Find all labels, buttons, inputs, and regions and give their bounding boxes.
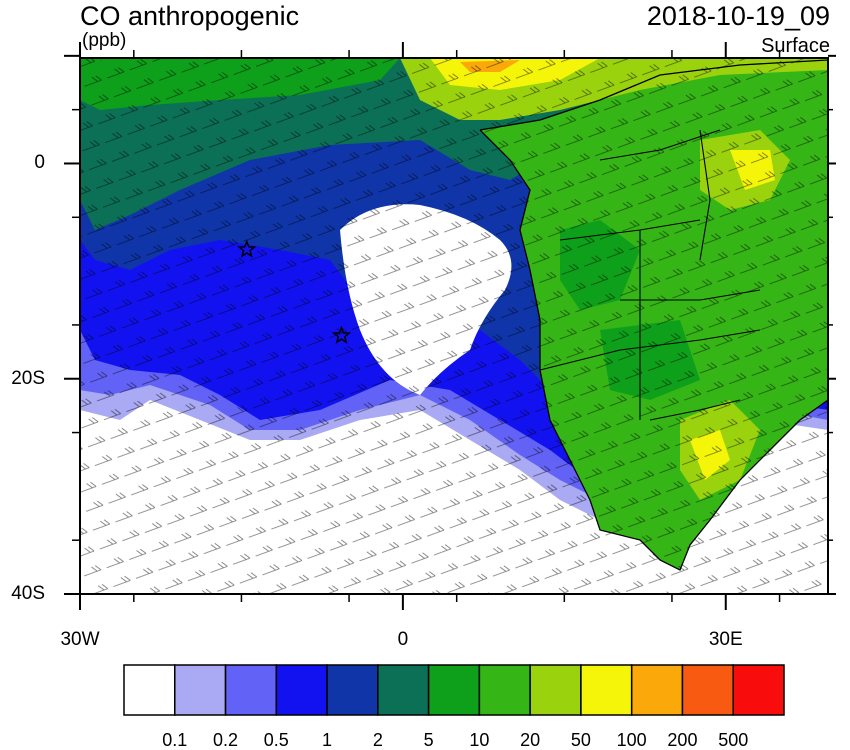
colorbar-label: 0.1 <box>162 730 188 750</box>
colorbar <box>123 664 785 716</box>
colorbar-swatch <box>529 664 582 716</box>
colorbar-swatch <box>224 664 278 716</box>
colorbar-swatch <box>580 664 633 716</box>
colorbar-label: 50 <box>570 730 591 750</box>
colorbar-swatch <box>478 664 531 716</box>
colorbar-label: 0.5 <box>263 730 289 750</box>
map-frame <box>79 57 829 595</box>
units-label: (ppb) <box>82 30 127 51</box>
colorbar-label: 200 <box>667 730 698 750</box>
colorbar-swatch <box>630 664 684 716</box>
lon-label: 0 <box>397 629 409 650</box>
map-field <box>80 58 828 594</box>
country-borders <box>539 129 761 421</box>
colorbar-label: 5 <box>423 730 434 750</box>
wind-barbs <box>80 58 828 594</box>
colorbar-label: 0.2 <box>213 730 239 750</box>
star-site-2 <box>331 325 352 344</box>
lon-label: 30W <box>60 629 100 650</box>
site-markers <box>237 239 352 344</box>
colorbar-swatch <box>326 664 379 716</box>
colorbar-label: 2 <box>372 730 383 750</box>
colorbar-swatch <box>681 664 734 716</box>
colorbar-label: 10 <box>469 730 490 750</box>
lat-label: 20S <box>11 367 45 389</box>
colorbar-swatch <box>123 664 176 716</box>
star-site-1 <box>237 239 257 258</box>
colorbar-label: 100 <box>616 730 647 750</box>
colorbar-label: 1 <box>322 730 333 750</box>
datetime-label: 2018-10-19_09 <box>646 1 830 31</box>
axis-ticks <box>64 42 836 610</box>
colorbar-swatch <box>732 664 785 716</box>
colorbar-label: 500 <box>718 730 749 750</box>
colorbar-swatch <box>427 664 481 716</box>
map-title: CO anthropogenic <box>80 1 300 31</box>
colorbar-swatch <box>275 664 328 716</box>
colorbar-swatch <box>174 664 227 716</box>
colorbar-label: 20 <box>520 730 541 750</box>
lat-label: 40S <box>11 583 45 604</box>
coastline <box>479 59 828 571</box>
level-label: Surface <box>761 35 830 57</box>
colorbar-swatch <box>377 664 430 716</box>
lon-label: 30E <box>708 629 743 650</box>
lat-label: 0 <box>34 152 45 174</box>
